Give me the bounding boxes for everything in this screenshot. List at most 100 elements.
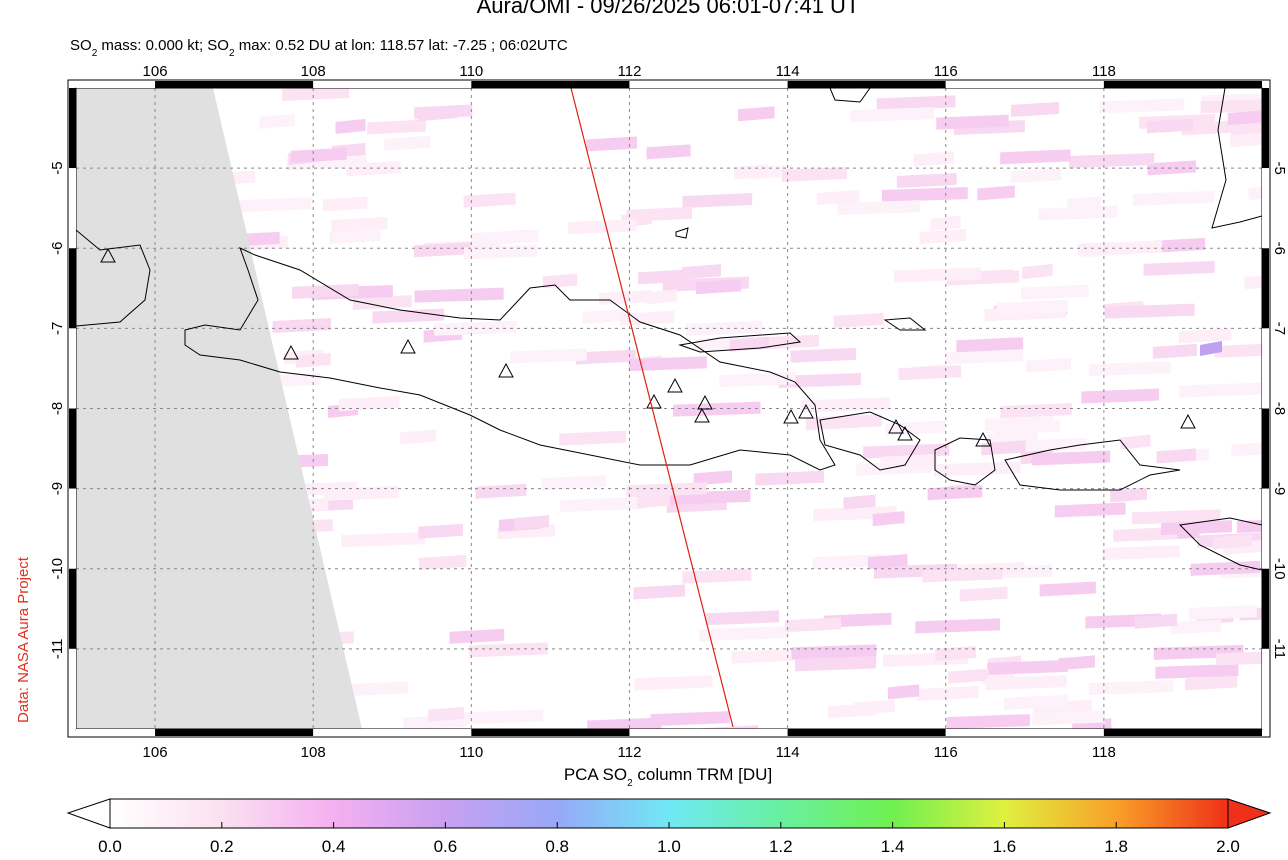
- so2-pixel: [945, 349, 1024, 365]
- so2-pixel: [705, 610, 780, 626]
- so2-pixel: [1152, 343, 1197, 359]
- subscript: 2: [627, 778, 633, 789]
- so2-pixel: [1010, 101, 1059, 117]
- so2-pixel: [1022, 264, 1053, 280]
- so2-pixel: [791, 644, 877, 660]
- so2-pixel: [560, 497, 643, 513]
- so2-pixel: [636, 493, 671, 509]
- so2-pixel: [1021, 284, 1089, 300]
- frame-block: [1262, 248, 1269, 329]
- so2-pixel: [1110, 487, 1148, 503]
- so2-pixel: [738, 106, 775, 122]
- lat-tick-label: -6: [1271, 242, 1288, 255]
- so2-pixel: [646, 289, 677, 305]
- so2-pixel: [816, 189, 860, 205]
- text-part: mass: 0.000 kt; SO: [97, 37, 229, 54]
- coastline: [819, 411, 921, 471]
- so2-pixel: [1213, 534, 1253, 550]
- so2-pixel: [587, 717, 662, 729]
- so2-pixel: [1147, 160, 1197, 176]
- so2-pixel: [1161, 520, 1233, 536]
- so2-pixel: [755, 470, 824, 486]
- subtitle: SO2 mass: 0.000 kt; SO2 max: 0.52 DU at …: [70, 37, 568, 59]
- lat-tick-label: -6: [49, 242, 66, 255]
- so2-pixel: [1039, 581, 1096, 597]
- so2-pixel: [1104, 303, 1195, 319]
- so2-pixel: [1131, 509, 1221, 525]
- so2-pixel: [996, 299, 1068, 315]
- so2-pixel: [1178, 328, 1232, 344]
- so2-pixel: [987, 659, 1069, 675]
- coastline: [1178, 517, 1262, 571]
- lon-tick-label: 110: [459, 744, 483, 761]
- coastline: [76, 229, 151, 327]
- so2-pixel: [872, 511, 905, 527]
- colorbar-tick-label: 2.0: [1216, 837, 1240, 855]
- so2-pixel: [984, 415, 1054, 431]
- so2-pixel: [881, 186, 968, 202]
- colorbar-tick-label: 0.2: [210, 837, 234, 855]
- lon-tick-label: 106: [143, 744, 168, 761]
- frame-block: [155, 729, 314, 736]
- frame-block: [69, 328, 76, 409]
- so2-pixel: [1038, 205, 1118, 221]
- lon-tick-label: 118: [1092, 744, 1116, 761]
- so2-pixel: [650, 711, 730, 727]
- colorbar-label: PCA SO2 column TRM [DU]: [564, 765, 772, 789]
- so2-pixel: [323, 196, 368, 212]
- so2-pixel: [1133, 190, 1214, 206]
- coastline: [934, 437, 996, 486]
- so2-pixel: [1231, 122, 1262, 137]
- so2-pixel: [341, 532, 425, 548]
- grid: [76, 88, 1262, 729]
- so2-pixel: [633, 584, 686, 600]
- so2-pixel: [1011, 168, 1062, 184]
- so2-pixel: [682, 264, 722, 280]
- frame-block: [787, 729, 946, 736]
- so2-pixel: [1155, 663, 1239, 679]
- frame-block: [471, 81, 630, 88]
- so2-pixel: [331, 216, 388, 232]
- frame-block: [69, 568, 76, 649]
- so2-pixel: [1000, 149, 1071, 165]
- so2-pixel: [449, 628, 505, 644]
- so2-pixel: [1215, 651, 1262, 666]
- coastline: [1004, 439, 1181, 491]
- so2-pixel: [1054, 502, 1126, 518]
- subscript: 2: [229, 48, 235, 59]
- so2-pixel: [541, 475, 606, 491]
- volcanoes: [100, 247, 1196, 447]
- so2-pixel: [457, 709, 544, 725]
- so2-pixel: [542, 273, 578, 289]
- text-part: column TRM [DU]: [633, 765, 773, 784]
- so2-pixel: [575, 349, 636, 365]
- so2-pixel: [1227, 110, 1262, 126]
- so2-pixel: [1088, 361, 1171, 377]
- lon-tick-label: 112: [618, 744, 642, 761]
- frame-block: [629, 81, 788, 88]
- so2-pixel: [1081, 388, 1160, 404]
- frame-block: [1262, 408, 1269, 489]
- colorbar-tick-label: 1.6: [993, 837, 1017, 855]
- frame-block: [69, 648, 76, 729]
- so2-pixel: [413, 242, 471, 258]
- so2-pixel: [1179, 382, 1261, 398]
- so2-pixel: [686, 320, 763, 336]
- frame-block: [69, 248, 76, 329]
- so2-pixel: [1003, 694, 1069, 710]
- so2-pixel: [475, 483, 527, 499]
- so2-pixel: [337, 681, 408, 697]
- frame-block: [69, 488, 76, 569]
- lat-tick-label: -10: [1271, 558, 1288, 580]
- so2-pixel: [272, 317, 332, 333]
- so2-pixel: [582, 309, 625, 325]
- so2-pixel: [1134, 613, 1178, 629]
- so2-pixel: [695, 279, 742, 295]
- frame-block: [1103, 729, 1262, 736]
- lat-tick-label: -8: [1271, 402, 1288, 415]
- so2-pixel: [259, 113, 295, 129]
- coastline: [829, 88, 871, 103]
- so2-pixel: [638, 269, 690, 285]
- so2-pixel: [235, 197, 312, 213]
- so2-pixel: [833, 312, 884, 328]
